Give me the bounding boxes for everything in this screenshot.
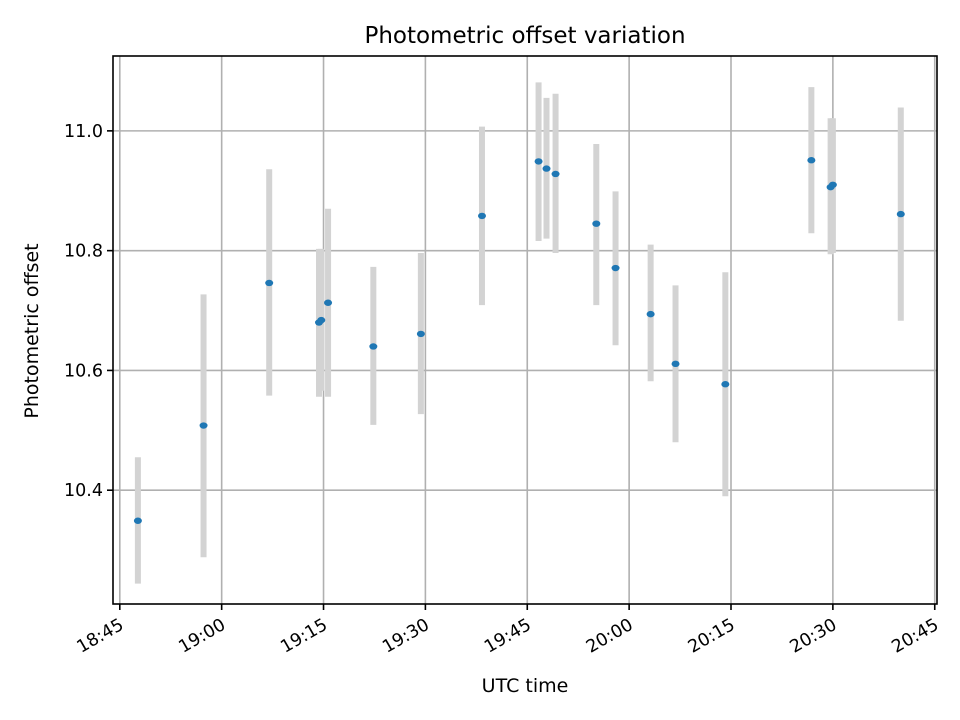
data-point [828,181,837,188]
data-point [671,360,680,368]
chart-title: Photometric offset variation [364,23,685,49]
error-bars [134,82,904,584]
y-tick-label: 10.8 [64,242,103,262]
y-tick-label: 10.4 [64,481,103,501]
y-axis-label: Photometric offset [21,243,43,418]
x-tick-label: 19:15 [277,615,331,658]
data-point [317,316,326,324]
data-point [807,157,816,164]
x-tick-label: 20:45 [889,615,943,658]
data-point [477,212,486,220]
data-points [133,157,905,524]
data-point [896,210,905,218]
axes-frame [112,55,938,605]
x-tick-label: 19:30 [379,615,433,658]
plot-frame [112,55,938,605]
data-point [199,422,208,429]
x-tick-label: 20:30 [787,615,841,658]
x-tick-label: 19:45 [481,615,535,658]
data-point [592,220,601,227]
data-point [551,170,560,178]
data-point [324,299,333,306]
x-axis-label: UTC time [482,675,569,697]
data-point [416,330,425,338]
data-point [721,381,730,388]
x-tick-label: 20:00 [583,615,637,658]
data-point [534,158,543,165]
data-point [265,279,274,287]
data-point [646,310,655,318]
data-point [369,343,378,350]
grid-lines [113,56,937,604]
x-axis-ticks: 18:45 19:00 19:15 19:30 19:45 20:00 20:15 20:30… [74,604,943,658]
y-tick-label: 10.6 [64,361,103,381]
data-point [611,264,620,272]
x-tick-label: 19:00 [175,615,229,658]
y-axis-ticks: 10.4 10.6 10.8 11.0 [64,122,113,501]
data-point [133,517,142,524]
x-tick-label: 20:15 [685,615,739,658]
y-tick-label: 11.0 [64,122,103,142]
data-point [542,165,551,172]
x-tick-label: 18:45 [74,615,128,658]
